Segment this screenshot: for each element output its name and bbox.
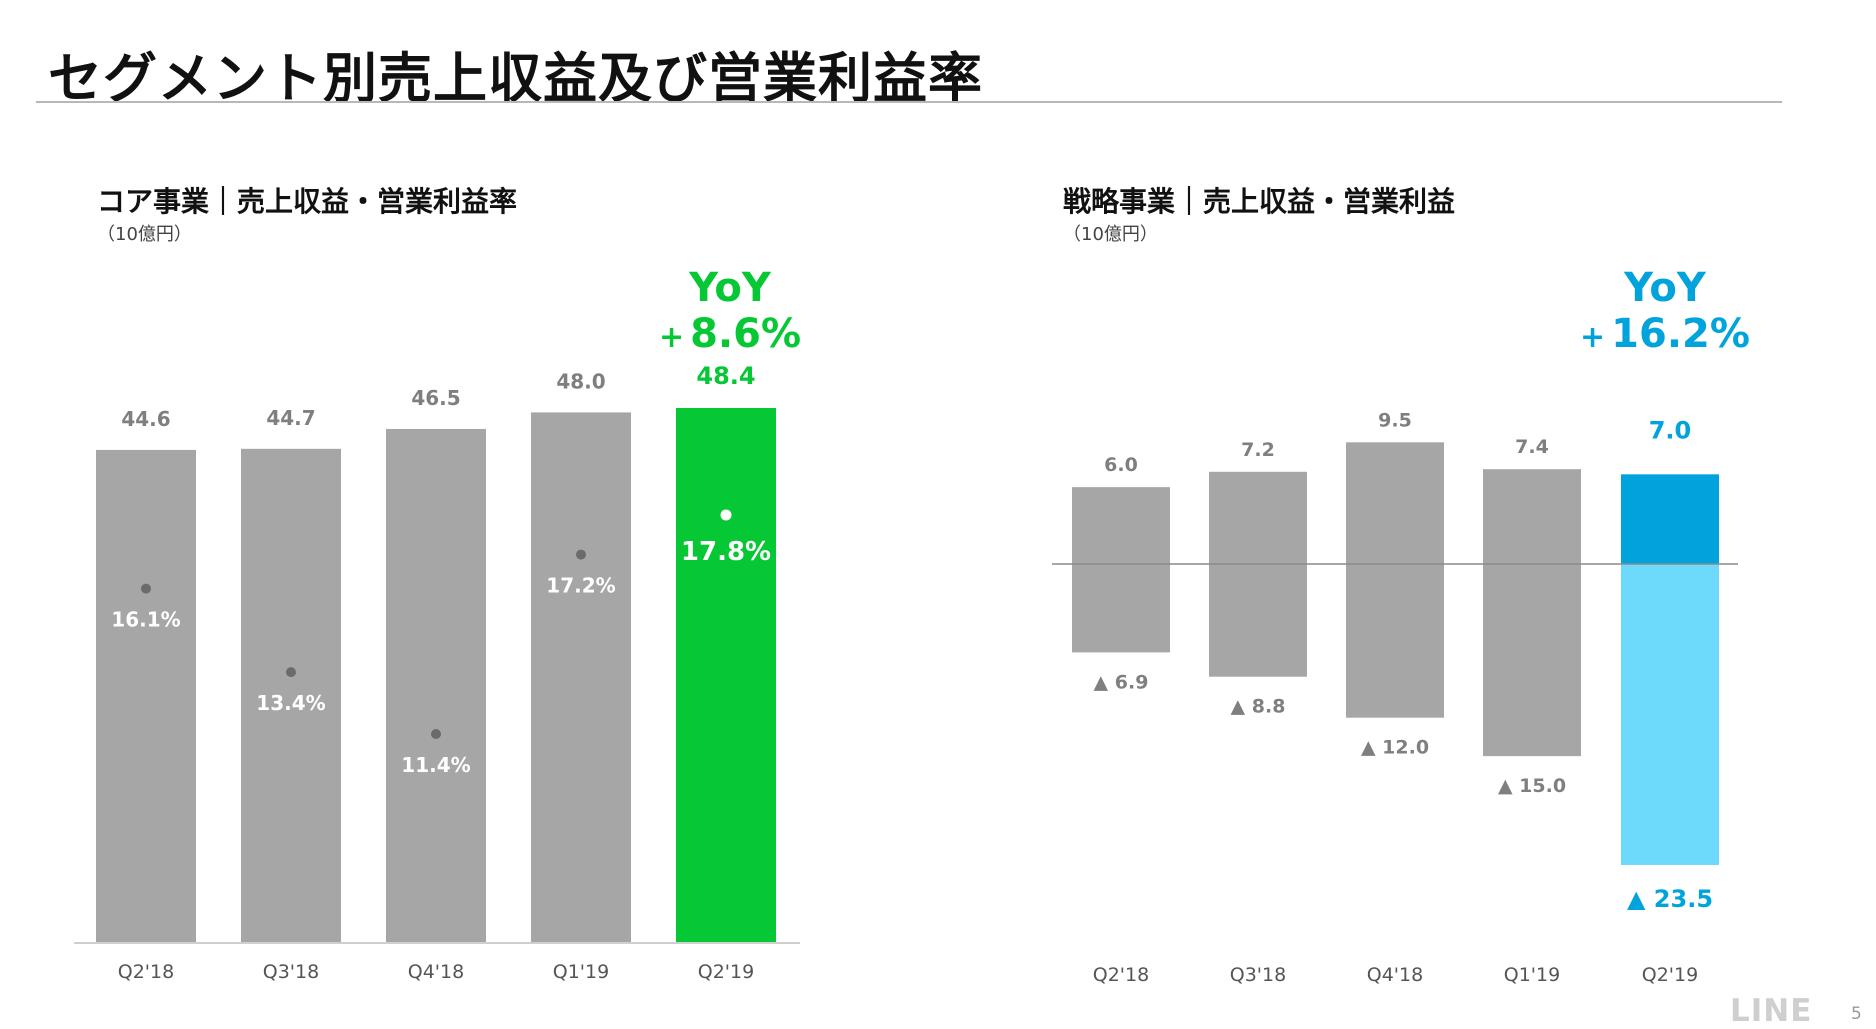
- strategic-category-label: Q4'18: [1367, 964, 1423, 986]
- strategic-chart-unit: （10億円）: [1063, 224, 1158, 245]
- strategic-loss-bar: [1072, 564, 1170, 653]
- core-bar: [241, 448, 341, 942]
- strategic-revenue-bar-highlight: [1621, 474, 1719, 564]
- line-logo: LINE: [1730, 993, 1813, 1029]
- page-title: セグメント別売上収益及び営業利益率: [48, 47, 983, 110]
- core-value-label: 44.7: [266, 406, 315, 430]
- strategic-revenue-label: 6.0: [1104, 454, 1138, 476]
- core-margin-marker: [286, 667, 296, 678]
- strategic-category-label: Q2'18: [1093, 964, 1149, 986]
- core-yoy-label: YoY: [689, 265, 771, 311]
- core-bar: [96, 449, 196, 942]
- strategic-yoy-plus: +: [1580, 320, 1606, 355]
- strategic-loss-label: ▲ 23.5: [1627, 885, 1713, 913]
- strategic-loss-label: ▲ 6.9: [1094, 671, 1149, 693]
- core-margin-marker: [576, 549, 586, 560]
- core-value-label: 48.0: [556, 369, 605, 393]
- core-category-label: Q4'18: [408, 961, 464, 983]
- core-category-label: Q3'18: [263, 961, 319, 983]
- core-bar: [531, 412, 631, 942]
- core-value-label: 48.4: [696, 362, 755, 390]
- core-bar: [386, 428, 486, 943]
- strategic-revenue-bar: [1072, 487, 1170, 564]
- core-value-label: 44.6: [121, 407, 170, 431]
- core-yoy-value: 8.6%: [690, 311, 802, 357]
- strategic-yoy-label: YoY: [1624, 265, 1706, 311]
- strategic-revenue-label: 7.4: [1515, 436, 1549, 458]
- title-divider: [36, 101, 1782, 103]
- core-margin-label: 11.4%: [401, 753, 470, 777]
- core-margin-label: 17.8%: [681, 537, 771, 567]
- strategic-revenue-label: 9.5: [1378, 409, 1412, 431]
- strategic-loss-label: ▲ 15.0: [1498, 775, 1566, 797]
- strategic-revenue-bar: [1483, 469, 1581, 564]
- core-margin-marker: [141, 583, 151, 594]
- strategic-revenue-bar: [1209, 471, 1307, 564]
- strategic-loss-bar: [1346, 564, 1444, 718]
- core-yoy-plus: +: [658, 320, 685, 355]
- strategic-revenue-label: 7.2: [1241, 439, 1275, 461]
- core-category-label: Q1'19: [553, 961, 609, 983]
- strategic-loss-label: ▲ 8.8: [1231, 696, 1286, 718]
- core-bar-highlight: [676, 408, 776, 942]
- core-chart-unit: （10億円）: [97, 224, 192, 245]
- core-category-label: Q2'18: [118, 961, 174, 983]
- core-value-label: 46.5: [411, 386, 460, 410]
- strategic-category-label: Q1'19: [1504, 964, 1560, 986]
- strategic-revenue-label: 7.0: [1649, 416, 1692, 444]
- core-category-label: Q2'19: [698, 961, 754, 983]
- core-margin-marker: [720, 509, 732, 521]
- strategic-loss-bar-highlight: [1621, 564, 1719, 865]
- core-yoy-callout: YoY +8.6%: [640, 265, 820, 361]
- core-chart-title: コア事業｜売上収益・営業利益率: [97, 185, 518, 218]
- core-margin-label: 17.2%: [546, 574, 615, 598]
- strategic-chart-title: 戦略事業｜売上収益・営業利益: [1063, 185, 1456, 218]
- strategic-loss-label: ▲ 12.0: [1361, 737, 1429, 759]
- core-yoy-value-line: +8.6%: [640, 311, 820, 361]
- strategic-yoy-value: 16.2%: [1611, 311, 1750, 357]
- strategic-loss-bar: [1483, 564, 1581, 757]
- strategic-category-label: Q3'18: [1230, 964, 1286, 986]
- strategic-yoy-value-line: +16.2%: [1565, 311, 1765, 361]
- core-margin-marker: [431, 729, 441, 739]
- core-margin-label: 13.4%: [256, 691, 325, 715]
- page-number: 5: [1851, 1004, 1862, 1024]
- core-margin-label: 16.1%: [111, 608, 180, 632]
- strategic-revenue-bar: [1346, 442, 1444, 564]
- strategic-yoy-callout: YoY +16.2%: [1565, 265, 1765, 361]
- strategic-category-label: Q2'19: [1642, 964, 1698, 986]
- strategic-loss-bar: [1209, 564, 1307, 677]
